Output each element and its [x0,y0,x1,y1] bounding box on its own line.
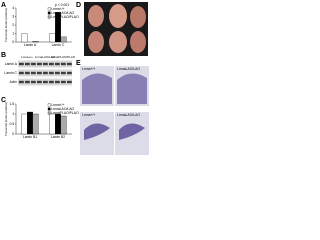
bar [32,41,39,43]
blot-band [61,71,66,75]
panel-label: B [1,52,6,59]
blot-band [67,80,72,84]
bar [60,36,67,43]
page: A B C D E Lmna+/+ LmnaLAO/LAO Lmna+/+ Lm… [1,1,149,155]
bar [55,12,61,43]
legend-swatch [47,11,51,15]
blot-row-label: Actin [9,80,17,84]
blot-band [31,80,36,84]
blot-column-label: LmnaLAO/LAO [35,55,56,59]
blot-column-label: LmnaPLAO/PLAO [51,55,76,59]
bar [49,113,56,135]
y-axis-label: Transcript levels (relative) [4,102,8,136]
blot-band [43,80,48,84]
y-axis-label: Transcript levels (relative) [4,8,8,42]
legend-label: Lmna+/+ [51,7,64,11]
figure: A B C D E Lmna+/+ LmnaLAO/LAO Lmna+/+ Lm… [1,2,149,155]
bar [21,113,28,135]
blot-band [37,62,42,66]
panel-label: C [1,97,6,104]
section-label: LmnaLAO/LAO [117,113,140,117]
y-tick-label: 1.5 [9,102,14,106]
blot-band [25,80,30,84]
legend-label: LmnaLAO/LAO [51,11,74,15]
panel-label: D [76,2,81,9]
blot-band [25,71,30,75]
x-tick-label: Lamin C [52,43,65,47]
bar [49,33,56,43]
blot-row-label: Lamin C [4,71,17,75]
panel-label: A [1,2,6,9]
x-tick-label: Lamin B2 [51,135,65,139]
blot-band [55,71,60,75]
blot-band [31,62,36,66]
y-tick-label: 3 [12,14,14,18]
y-tick-label: 2 [12,23,14,27]
legend-label: LmnaPLAO/PLAO [51,111,79,115]
y-tick-label: 0 [12,132,14,136]
brain-sections [80,66,149,155]
blot-band [67,71,72,75]
blot-band [25,62,30,66]
section-label: LmnaLAO/LAO [117,67,140,71]
x-tick-label: Lamin B1 [23,135,37,139]
panel-label: E [76,60,81,67]
y-tick-label: 0 [12,40,14,44]
blot-band [19,80,24,84]
blot-band [43,71,48,75]
legend-label: LmnaLAO/LAO [51,107,74,111]
blot-band [37,71,42,75]
bar [55,113,61,135]
blot-band [55,80,60,84]
legend-label: Lmna+/+ [51,103,64,107]
blot-row-label: Lamin A [5,62,18,66]
blot-band [19,71,24,75]
bar [27,111,33,135]
legend-swatch [47,7,51,11]
blot-band [55,62,60,66]
x-tick-label: Lamin A [24,43,37,47]
section-label: Lmna+/+ [82,113,95,117]
blot-band [49,80,54,84]
blot-band [37,80,42,84]
blot-band [43,62,48,66]
y-tick-label: 4 [12,6,14,10]
y-tick-label: 0.5 [9,122,14,126]
legend-swatch [47,107,51,111]
blot-band [67,62,72,66]
legend-swatch [47,15,51,19]
blot-column-label: Lmna+/+ [21,55,33,59]
blot-band [61,80,66,84]
section-label: Lmna+/+ [82,67,95,71]
bar [21,33,28,43]
bar [32,113,39,135]
y-tick-label: 1 [12,31,14,35]
blot-band [19,62,24,66]
blot-band [49,62,54,66]
bar [60,115,67,135]
blot-band [49,71,54,75]
legend-label: LmnaPLAO/PLAO [51,15,79,19]
annotation: p < 0.001 [55,3,69,7]
blot-band [61,62,66,66]
y-tick-label: 1 [12,112,14,116]
legend-swatch [47,111,51,115]
embryo-images [84,2,148,56]
blot-band [31,71,36,75]
legend-swatch [47,103,51,107]
